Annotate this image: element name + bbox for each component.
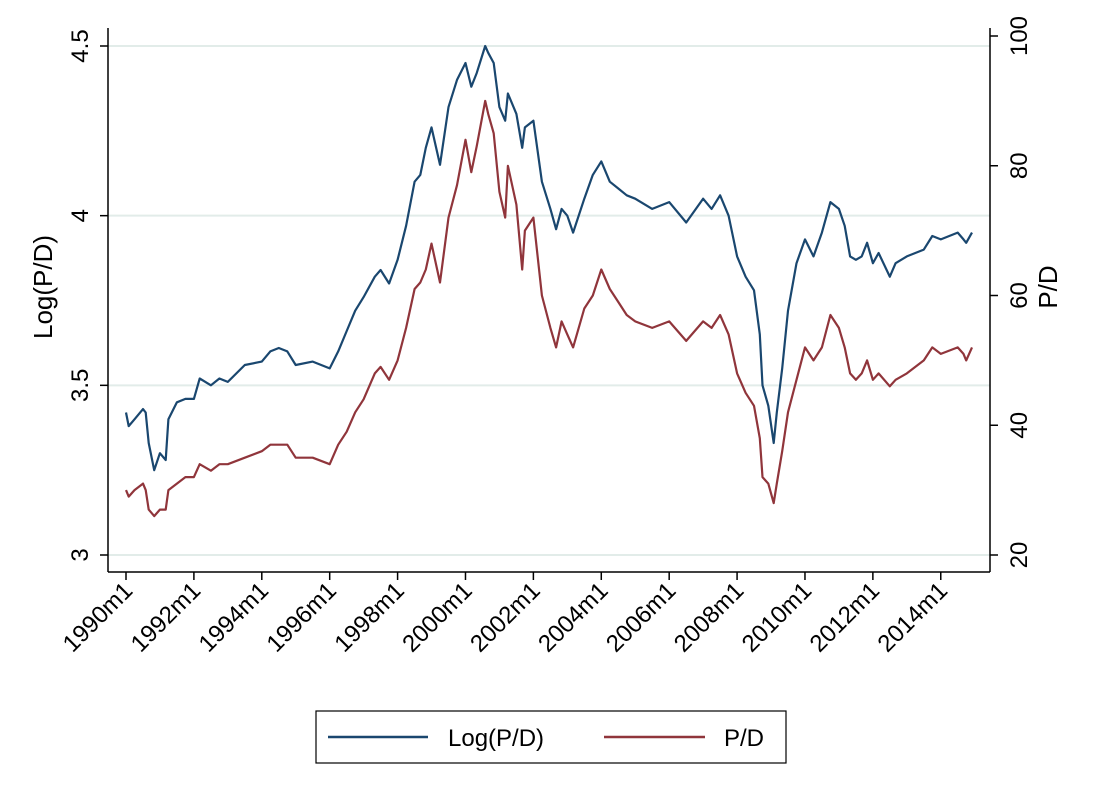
legend-label-log-pd: Log(P/D) (448, 725, 544, 752)
y-right-tick-label-0: 20 (1006, 542, 1033, 569)
x-tick-label-6: 2002m1 (465, 577, 545, 657)
series-lines (124, 44, 974, 518)
y-axis-right-title: P/D (1033, 265, 1063, 308)
y-left-tick-label-3: 4.5 (67, 29, 94, 62)
y-right-tick-label-3: 80 (1006, 152, 1033, 179)
x-tick-label-1: 1992m1 (126, 577, 206, 657)
series-line-pd (124, 99, 974, 518)
y-left-tick-label-0: 3 (67, 548, 94, 561)
x-tick-label-12: 2014m1 (873, 577, 953, 657)
gridlines (108, 45, 990, 556)
series-line-log-pd (124, 44, 973, 472)
x-tick-label-3: 1996m1 (262, 577, 342, 657)
x-tick-label-8: 2006m1 (601, 577, 681, 657)
y-right-tick-label-1: 40 (1006, 412, 1033, 439)
x-tick-label-7: 2004m1 (533, 577, 613, 657)
legend-label-pd: P/D (724, 725, 764, 752)
x-tick-label-2: 1994m1 (194, 577, 274, 657)
x-tick-label-4: 1998m1 (329, 577, 409, 657)
y-left-tick-label-2: 4 (67, 209, 94, 222)
x-tick-label-5: 2000m1 (397, 577, 477, 657)
y-left-tick-label-1: 3.5 (67, 369, 94, 402)
y-axis-left-title: Log(P/D) (28, 235, 58, 339)
x-tick-label-0: 1990m1 (58, 577, 138, 657)
legend: Log(P/D) P/D (315, 710, 787, 764)
x-tick-label-11: 2012m1 (805, 577, 885, 657)
x-tick-label-10: 2010m1 (737, 577, 817, 657)
y-right-tick-label-4: 100 (1006, 16, 1033, 56)
axes: 33.544.5204060801001990m11992m11994m1199… (58, 16, 1033, 658)
x-tick-label-9: 2008m1 (669, 577, 749, 657)
y-right-tick-label-2: 60 (1006, 282, 1033, 309)
